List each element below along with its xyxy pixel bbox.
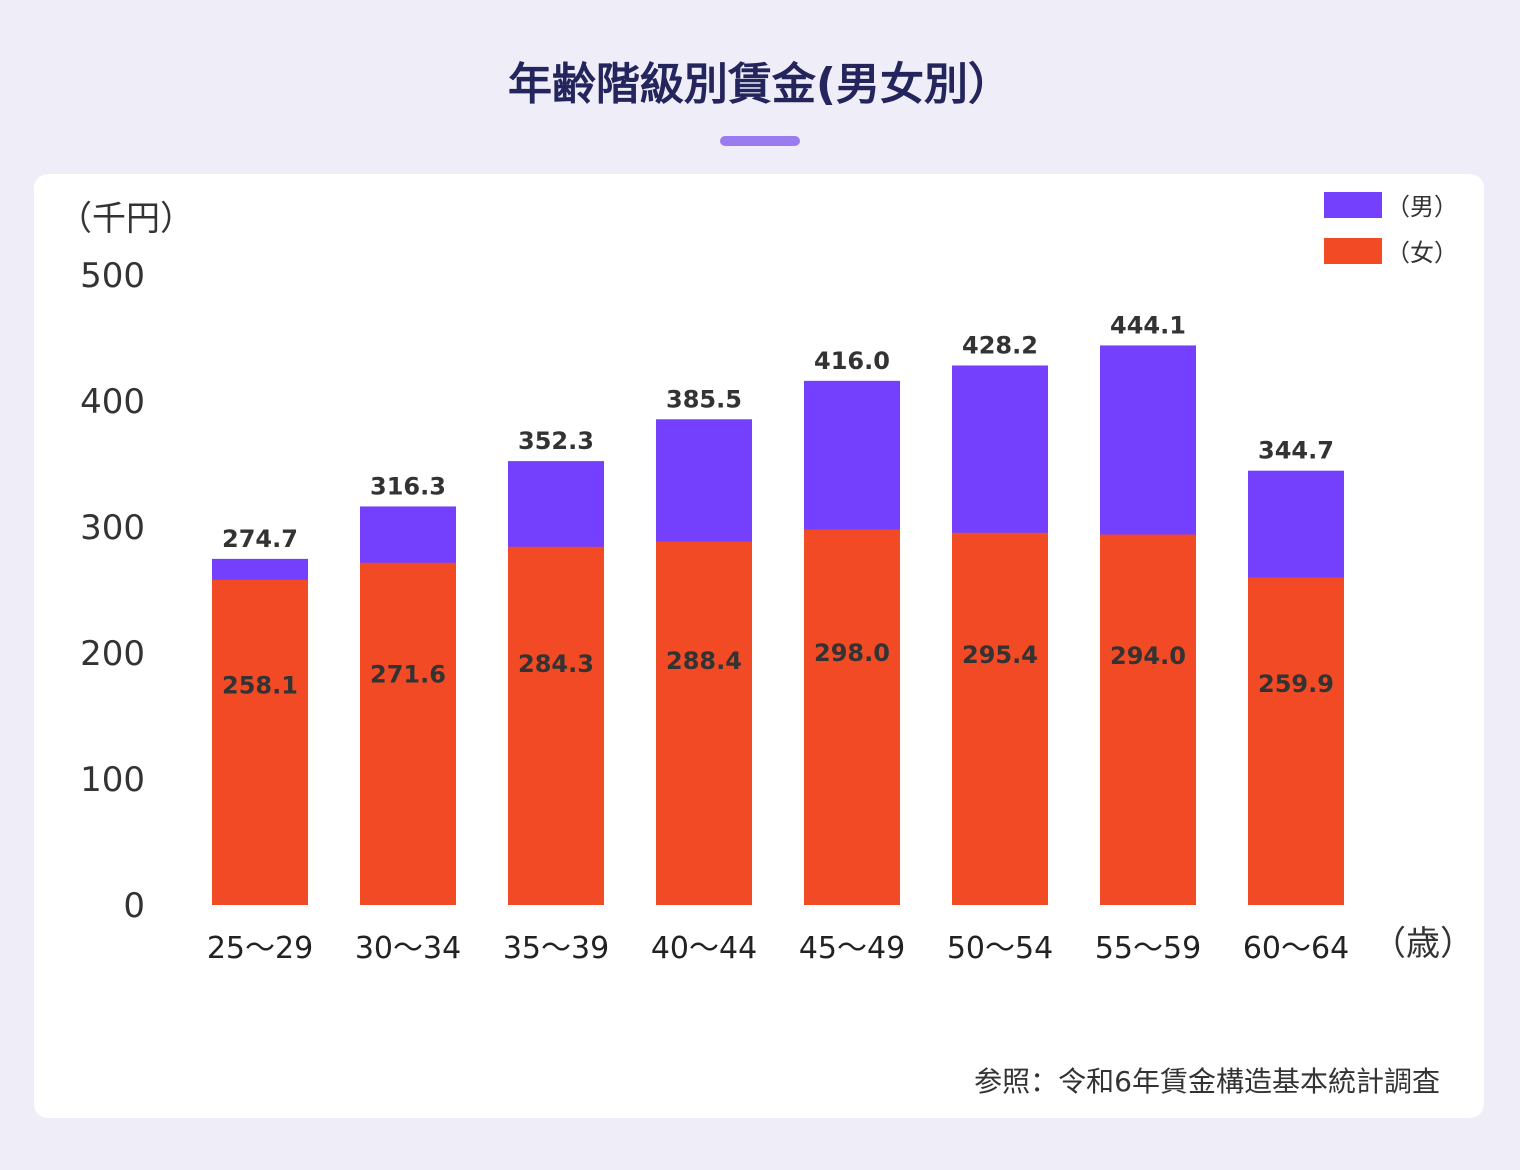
x-tick-label: 50〜54 xyxy=(947,931,1053,966)
y-tick-label: 0 xyxy=(123,886,145,926)
data-label-female: 298.0 xyxy=(814,639,890,667)
data-label-male: 352.3 xyxy=(518,427,594,455)
legend-label: （男） xyxy=(1386,193,1458,221)
y-tick-label: 400 xyxy=(80,382,145,422)
bar-female xyxy=(212,579,308,905)
bar-female xyxy=(360,562,456,905)
data-label-female: 288.4 xyxy=(666,647,742,675)
x-tick-label: 25〜29 xyxy=(207,931,313,966)
bar-female xyxy=(804,529,900,905)
data-label-male: 428.2 xyxy=(962,331,1038,359)
bar-female xyxy=(656,541,752,905)
data-label-male: 416.0 xyxy=(814,347,890,375)
x-axis-label: （歳） xyxy=(1372,924,1474,964)
bar-female xyxy=(1100,534,1196,905)
y-tick-label: 500 xyxy=(80,256,145,296)
data-label-male: 344.7 xyxy=(1258,437,1334,465)
source-note: 参照：令和6年賃金構造基本統計調査 xyxy=(974,1065,1440,1098)
data-label-male: 274.7 xyxy=(222,525,298,553)
bar-female xyxy=(508,546,604,905)
data-label-female: 295.4 xyxy=(962,641,1038,669)
x-tick-label: 45〜49 xyxy=(799,931,905,966)
data-label-female: 258.1 xyxy=(222,672,298,700)
x-tick-label: 40〜44 xyxy=(651,931,757,966)
x-tick-label: 30〜34 xyxy=(355,931,461,966)
data-label-male: 385.5 xyxy=(666,385,742,413)
bar-female xyxy=(952,532,1048,905)
y-tick-label: 300 xyxy=(80,508,145,548)
x-tick-label: 60〜64 xyxy=(1243,931,1349,966)
data-label-female: 271.6 xyxy=(370,661,446,689)
data-label-male: 444.1 xyxy=(1110,311,1186,339)
title-accent-bar xyxy=(720,136,800,146)
x-tick-label: 35〜39 xyxy=(503,931,609,966)
data-label-female: 294.0 xyxy=(1110,642,1186,670)
x-tick-label: 55〜59 xyxy=(1095,931,1201,966)
legend-label: （女） xyxy=(1386,239,1458,267)
data-label-female: 284.3 xyxy=(518,650,594,678)
legend-swatch xyxy=(1324,192,1382,218)
chart-title: 年齢階級別賃金(男女別） xyxy=(507,59,1013,110)
y-axis-label: （千円） xyxy=(58,199,194,239)
legend-swatch xyxy=(1324,238,1382,264)
data-label-female: 259.9 xyxy=(1258,670,1334,698)
data-label-male: 316.3 xyxy=(370,472,446,500)
y-tick-label: 100 xyxy=(80,760,145,800)
bar-female xyxy=(1248,577,1344,905)
y-tick-label: 200 xyxy=(80,634,145,674)
